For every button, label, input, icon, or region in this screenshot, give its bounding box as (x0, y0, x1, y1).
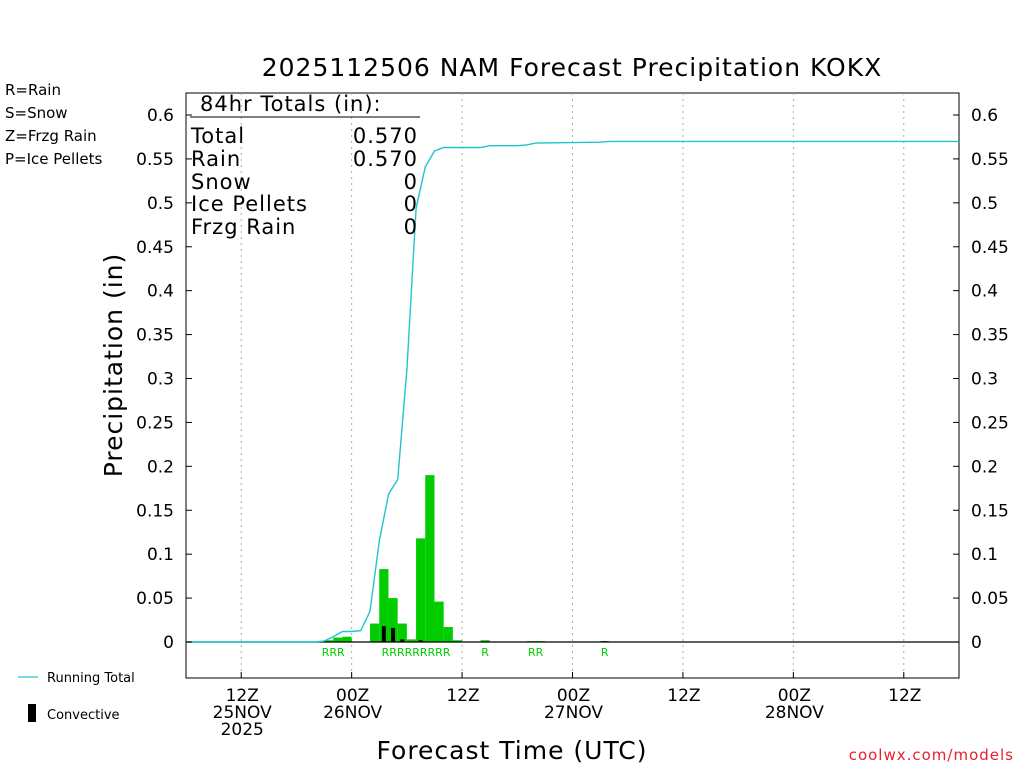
rain-bar (379, 569, 389, 642)
running-total-line (186, 140, 959, 643)
totals-value-ice-pellets: 0 (404, 192, 418, 216)
x-tick-label: 25NOV (213, 703, 272, 723)
totals-label-total: Total (190, 124, 245, 148)
rain-bar (425, 475, 435, 642)
precip-type-label: RRR (322, 646, 345, 659)
y-tick-label-right: 0.2 (971, 457, 998, 477)
x-tick-label: 12Z (667, 686, 700, 706)
precip-type-label: RRRRRRRRR (382, 646, 451, 659)
x-tick-label: 2025 (221, 720, 264, 740)
x-tick-label: 12Z (226, 686, 259, 706)
x-tick-label: 28NOV (765, 703, 824, 723)
x-tick-label: 26NOV (323, 703, 382, 723)
totals-value-frzg-rain: 0 (404, 215, 418, 239)
type-legend-snow: S=Snow (5, 104, 68, 122)
x-tick-label: 27NOV (544, 703, 603, 723)
y-tick-label-left: 0.45 (136, 238, 174, 258)
running-total-group (186, 140, 959, 643)
site-credit: coolwx.com/models (849, 746, 1014, 764)
y-tick-label-left: 0.35 (136, 326, 174, 346)
y-tick-label-left: 0.5 (147, 194, 174, 214)
rain-bar (370, 623, 380, 642)
rain-bar (397, 623, 407, 642)
y-tick-label-right: 0 (971, 633, 982, 653)
totals-header: 84hr Totals (in): (200, 92, 382, 116)
y-tick-label-right: 0.3 (971, 370, 998, 390)
type-legend: R=Rain S=Snow Z=Frzg Rain P=Ice Pellets (5, 81, 102, 168)
y-tick-label-left: 0 (163, 633, 174, 653)
y-tick-label-left: 0.55 (136, 150, 174, 170)
y-tick-label-right: 0.1 (971, 545, 998, 565)
type-legend-frzg-rain: Z=Frzg Rain (5, 127, 97, 145)
running-total-legend-label: Running Total (47, 671, 135, 686)
y-tick-label-right: 0.35 (971, 326, 1009, 346)
y-tick-label-right: 0.55 (971, 150, 1009, 170)
totals-value-snow: 0 (404, 170, 418, 194)
type-legend-ice-pellets: P=Ice Pellets (5, 150, 102, 168)
y-tick-label-right: 0.6 (971, 106, 998, 126)
x-tick-label: 00Z (557, 686, 590, 706)
rain-bar (480, 640, 490, 642)
precip-type-labels: RRR RRRRRRRRR R RR R (322, 646, 609, 659)
rain-bar (333, 637, 343, 642)
x-tick-label: 12Z (446, 686, 479, 706)
y-tick-label-left: 0.25 (136, 413, 174, 433)
rain-bar (443, 627, 453, 642)
rain-bar (416, 538, 426, 642)
y-tick-labels: 0 00.05 0.050.1 0.10.15 0.150.2 0.20.25 0.250.… (136, 106, 1009, 653)
totals-label-frzg-rain: Frzg Rain (191, 215, 296, 239)
totals-value-total: 0.570 (353, 124, 418, 148)
precip-type-label: R (601, 646, 609, 659)
rain-bar (388, 598, 398, 642)
y-tick-label-right: 0.4 (971, 282, 998, 302)
x-tick-label: 12Z (888, 686, 921, 706)
convective-bar (381, 626, 386, 642)
y-tick-label-right: 0.25 (971, 413, 1009, 433)
x-tick-label: 00Z (336, 686, 369, 706)
y-tick-label-right: 0.5 (971, 194, 998, 214)
rain-bar (342, 636, 352, 642)
x-axis-title: Forecast Time (UTC) (377, 736, 648, 765)
x-tick-label: 00Z (778, 686, 811, 706)
totals-label-rain: Rain (191, 147, 241, 171)
totals-label-snow: Snow (191, 170, 252, 194)
totals-label-ice-pellets: Ice Pellets (191, 192, 308, 216)
chart-title: 2025112506 NAM Forecast Precipitation KO… (262, 53, 883, 82)
y-tick-label-right: 0.15 (971, 501, 1009, 521)
precip-bars (324, 475, 610, 642)
plot-frame (185, 92, 960, 679)
convective-bar (418, 640, 423, 642)
series-legend: Running Total Convective (18, 671, 135, 723)
convective-legend-swatch (28, 704, 36, 722)
grid-lines (240, 93, 905, 678)
rain-bar (452, 640, 463, 642)
convective-legend-label: Convective (47, 708, 120, 723)
y-tick-label-left: 0.6 (147, 106, 174, 126)
y-tick-label-left: 0.15 (136, 501, 174, 521)
totals-box: 84hr Totals (in): Total 0.570 Rain 0.570… (190, 92, 420, 239)
rain-bar (434, 601, 444, 642)
totals-value-rain: 0.570 (353, 147, 418, 171)
convective-bar (400, 639, 405, 642)
y-tick-label-right: 0.45 (971, 238, 1009, 258)
y-tick-label-right: 0.05 (971, 589, 1009, 609)
y-axis-title: Precipitation (in) (99, 253, 128, 478)
y-tick-label-left: 0.4 (147, 282, 174, 302)
type-legend-rain: R=Rain (5, 81, 61, 99)
rain-bar (324, 640, 334, 642)
y-tick-label-left: 0.05 (136, 589, 174, 609)
y-tick-label-left: 0.3 (147, 370, 174, 390)
convective-bar (391, 627, 396, 642)
y-tick-label-left: 0.2 (147, 457, 174, 477)
y-tick-label-left: 0.1 (147, 545, 174, 565)
precip-type-label: R (481, 646, 489, 659)
rain-bar (406, 639, 417, 642)
precip-type-label: RR (528, 646, 544, 659)
